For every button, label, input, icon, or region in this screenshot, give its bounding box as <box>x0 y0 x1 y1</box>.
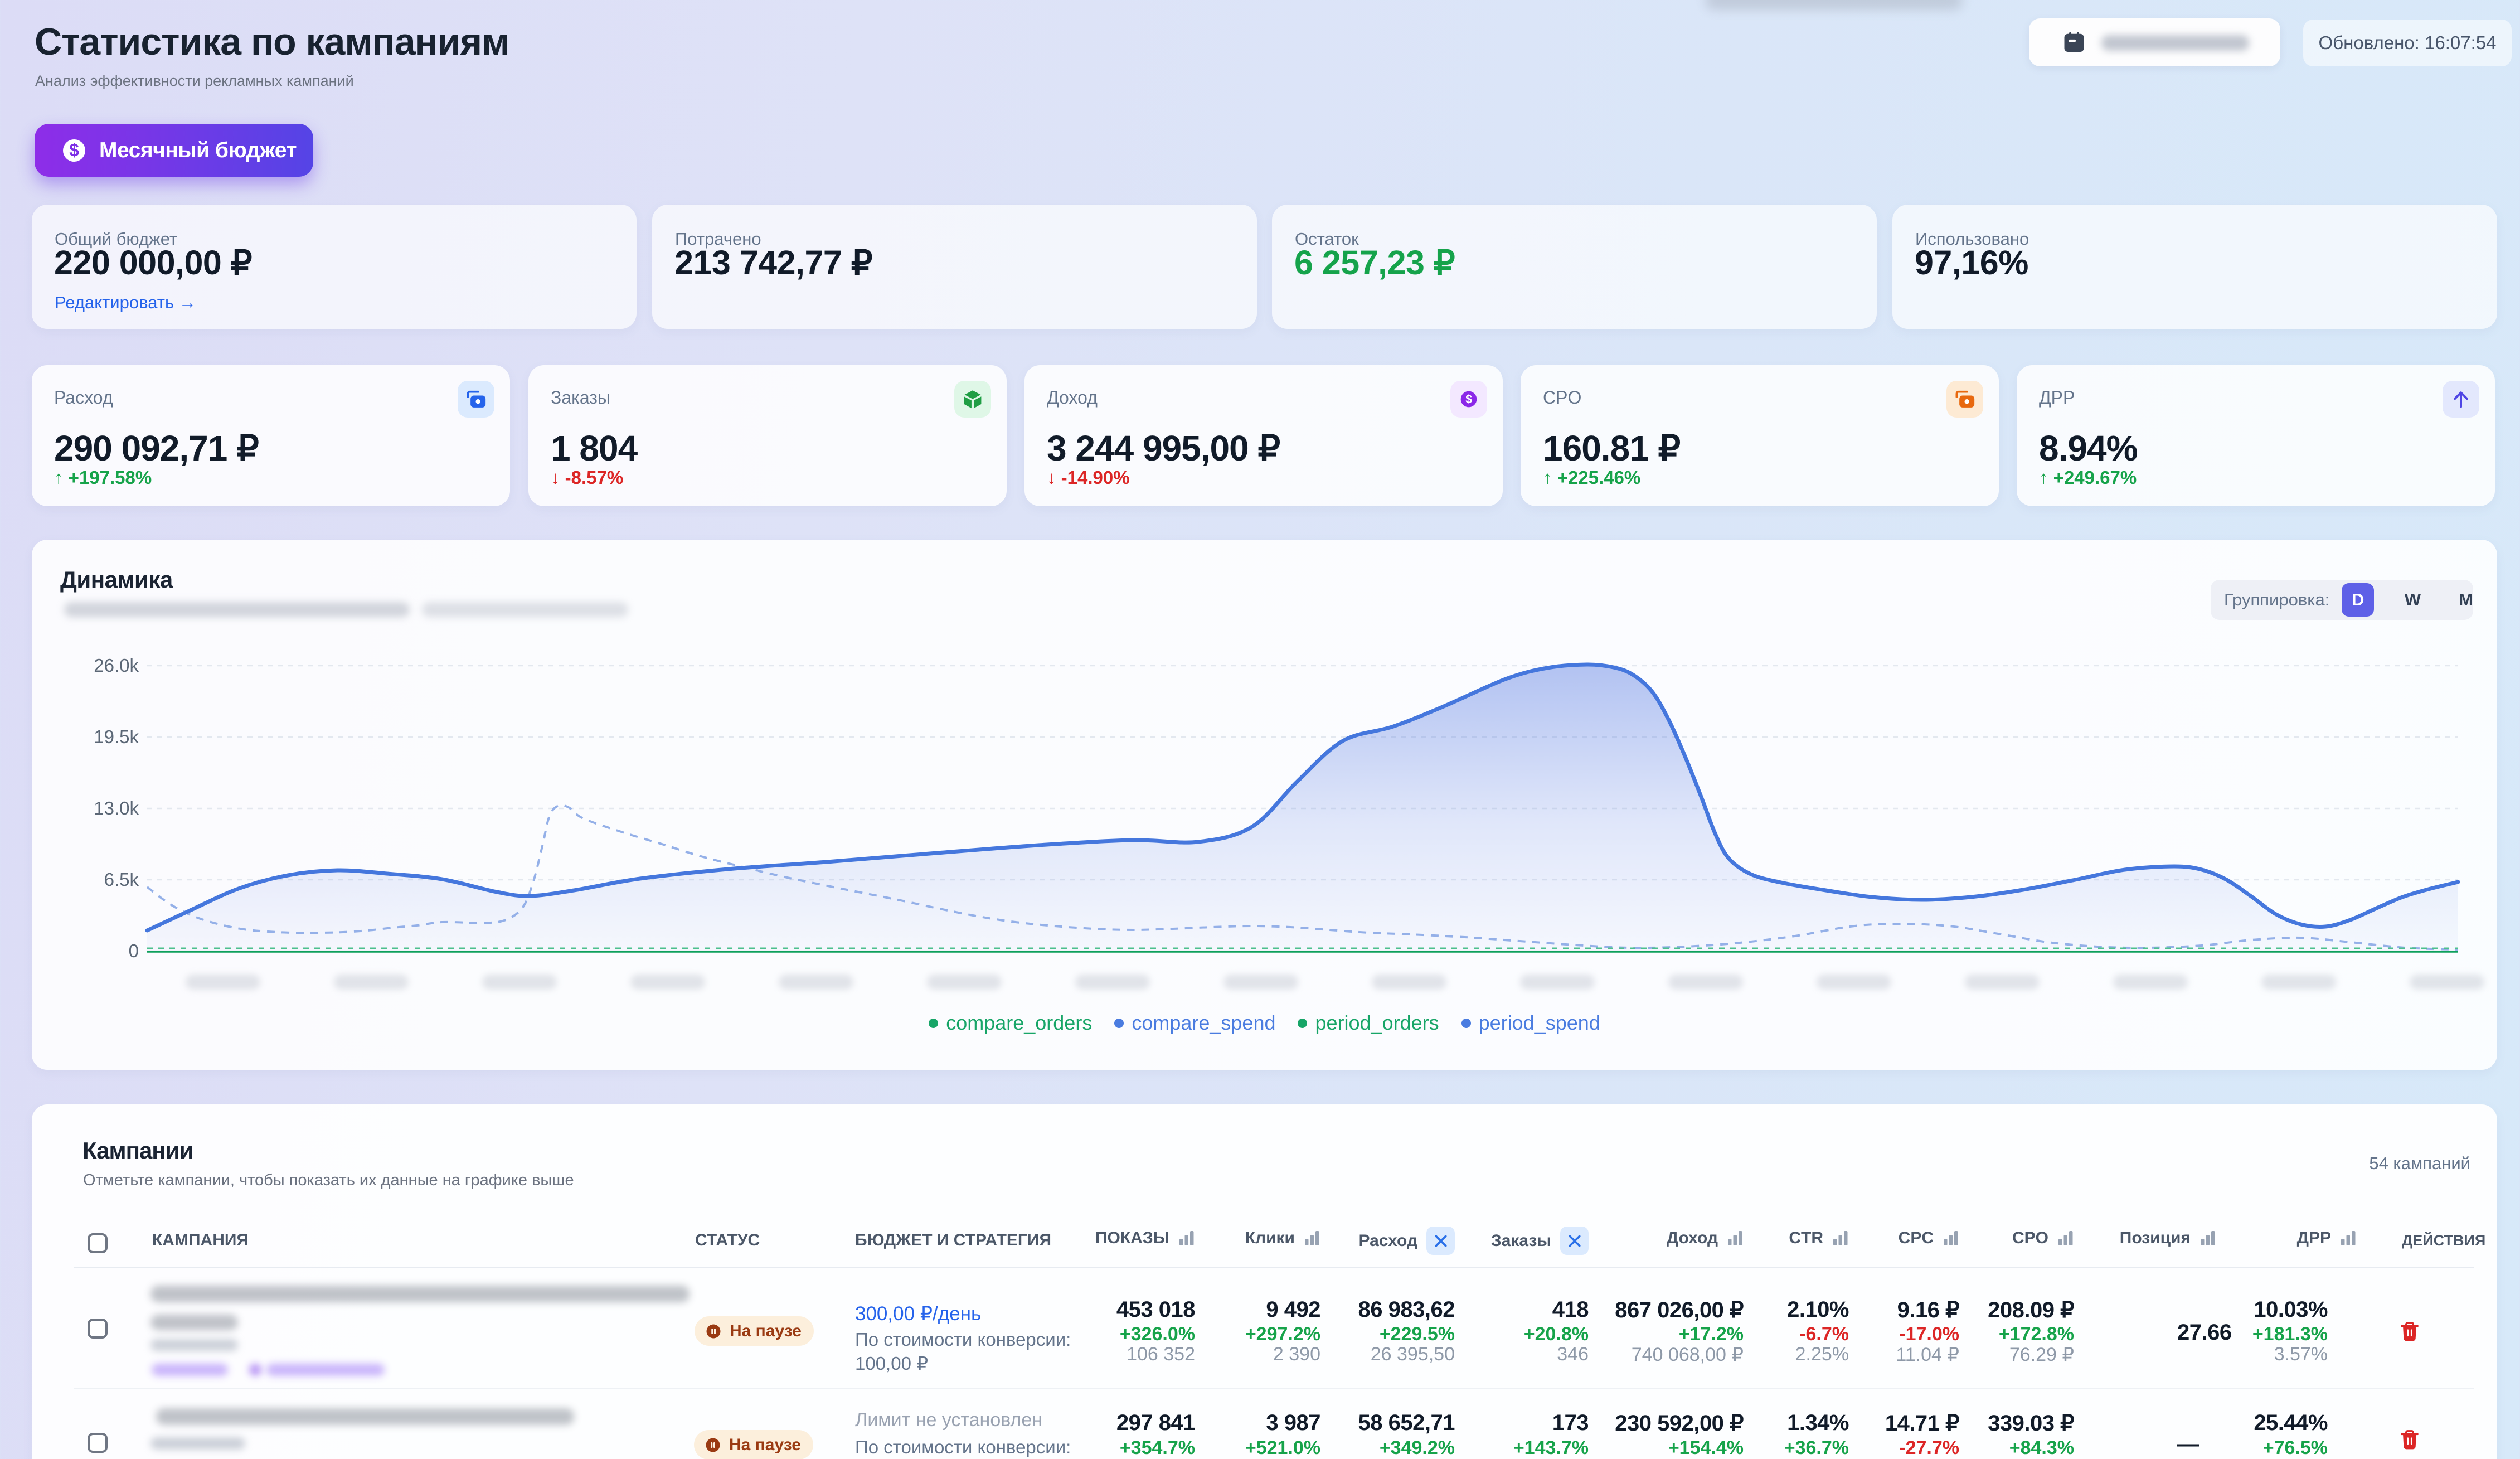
svg-text:$: $ <box>1465 393 1472 406</box>
